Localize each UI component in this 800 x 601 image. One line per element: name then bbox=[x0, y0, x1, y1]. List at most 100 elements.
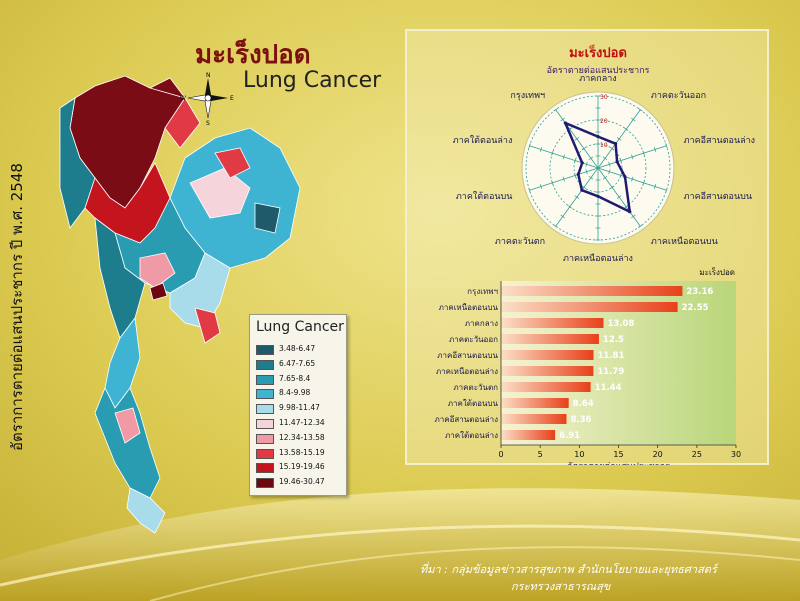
map-legend: Lung Cancer 3.48-6.47 6.47-7.65 7.65-8.4 8.… bbox=[249, 314, 347, 496]
radar-spoke-tick bbox=[609, 185, 615, 190]
legend-label: 3.48-6.47 bbox=[279, 344, 316, 353]
radar-point bbox=[623, 175, 627, 179]
legend-label: 7.65-8.4 bbox=[279, 373, 311, 383]
radar-spoke-tick bbox=[551, 180, 554, 186]
radar-spoke-tick bbox=[619, 158, 622, 164]
bar bbox=[501, 382, 591, 392]
radar-spoke-tick bbox=[567, 205, 573, 209]
radar-point bbox=[596, 194, 600, 198]
legend-swatch bbox=[256, 463, 274, 474]
radar-spoke-tick bbox=[528, 187, 531, 193]
bar-data-label: 8.36 bbox=[570, 415, 591, 425]
radar-title: มะเร็งปอด bbox=[569, 43, 627, 61]
radar-category-label: ภาคตะวันออก bbox=[651, 91, 706, 101]
radar-spoke-tick bbox=[560, 117, 565, 122]
compass-east: E bbox=[230, 95, 234, 102]
radar-point bbox=[596, 135, 600, 139]
radar-category-label: ภาคกลาง bbox=[579, 74, 616, 84]
radar-spoke-tick bbox=[616, 137, 622, 141]
radar-spoke-tick bbox=[638, 107, 643, 112]
radar-spoke-tick bbox=[528, 143, 531, 149]
compass-west: W bbox=[180, 95, 186, 102]
page-title-thai: มะเร็งปอด bbox=[195, 40, 311, 70]
source-credit-line1: ที่มา : กลุ่มข้อมูลข่าวสารสุขภาพ สำนักนโ… bbox=[420, 563, 717, 576]
bar-data-label: 11.79 bbox=[597, 367, 624, 377]
radar-point bbox=[628, 210, 632, 214]
source-credit-line2: กระทรวงสาธารณสุข bbox=[511, 580, 611, 593]
radar-category-label: ภาคเหนือตอนล่าง bbox=[563, 253, 633, 264]
radar-spoke-tick bbox=[653, 146, 657, 152]
bar-category-label: กรุงเทพฯ bbox=[467, 287, 498, 296]
radar-spoke-tick bbox=[616, 195, 622, 199]
page-title-english: Lung Cancer bbox=[243, 68, 382, 93]
bar-x-tick-label: 10 bbox=[574, 450, 584, 459]
bar-data-label: 22.55 bbox=[682, 303, 709, 313]
radar-spoke-tick bbox=[581, 185, 587, 190]
radar-category-label: กรุงเทพฯ bbox=[510, 91, 545, 101]
radar-spoke-tick bbox=[588, 175, 594, 180]
bar-data-label: 23.16 bbox=[686, 287, 713, 297]
legend-swatch bbox=[256, 389, 274, 400]
bar-category-label: ภาคตะวันตก bbox=[453, 383, 498, 392]
map-region-bangkok bbox=[149, 282, 168, 301]
radar-subtitle: อัตราตายต่อแสนประชากร bbox=[547, 66, 650, 76]
radar-spoke-tick bbox=[562, 176, 565, 182]
bar-x-tick-label: 0 bbox=[498, 450, 503, 459]
radar-category-label: ภาคตะวันตก bbox=[495, 237, 545, 247]
bar-category-label: ภาคใต้ตอนล่าง bbox=[445, 431, 498, 440]
bar bbox=[501, 414, 567, 424]
legend-swatch bbox=[256, 419, 274, 429]
legend-label: 13.58-15.19 bbox=[279, 447, 325, 457]
legend-swatch bbox=[256, 359, 274, 370]
bar-legend-label: มะเร็งปอด bbox=[699, 267, 735, 277]
radar-point bbox=[580, 188, 584, 192]
bar bbox=[501, 318, 604, 328]
radar-spoke-tick bbox=[642, 150, 645, 156]
map-region-east-red bbox=[194, 307, 221, 344]
map-region-northeast-dark bbox=[254, 202, 281, 234]
bar bbox=[501, 350, 594, 360]
radar-tick-label: 30 bbox=[600, 94, 608, 101]
legend-swatch bbox=[256, 345, 274, 355]
radar-spoke-tick bbox=[560, 214, 565, 219]
radar-spoke-tick bbox=[653, 184, 657, 190]
legend-swatch bbox=[256, 448, 274, 459]
radar-spoke-tick bbox=[562, 154, 565, 160]
radar-spoke-tick bbox=[642, 180, 645, 186]
map-region-central-pink bbox=[139, 252, 176, 289]
bar-data-label: 6.91 bbox=[559, 431, 580, 441]
thailand-map bbox=[59, 75, 301, 534]
legend-label: 9.98-11.47 bbox=[279, 403, 320, 413]
map-region-north-east-edge bbox=[149, 87, 201, 149]
bar-x-tick-label: 20 bbox=[653, 450, 663, 459]
bar-data-label: 8.64 bbox=[573, 399, 594, 409]
bar bbox=[501, 302, 678, 312]
radar-spoke-tick bbox=[585, 161, 588, 167]
radar-spoke-tick bbox=[553, 224, 558, 229]
radar-point bbox=[614, 142, 618, 146]
radar-category-label: ภาคอีสานตอนล่าง bbox=[684, 135, 755, 146]
radar-spoke-tick bbox=[665, 187, 668, 193]
bar-data-label: 11.44 bbox=[595, 383, 622, 393]
radar-spoke-tick bbox=[585, 169, 588, 175]
legend-label: 6.47-7.65 bbox=[279, 358, 316, 368]
bar bbox=[501, 398, 569, 408]
legend-swatch bbox=[256, 478, 274, 489]
radar-spoke-tick bbox=[602, 175, 608, 180]
bar bbox=[501, 366, 594, 376]
radar-spoke-tick bbox=[608, 169, 611, 175]
legend-title: Lung Cancer bbox=[256, 319, 344, 335]
bar-category-label: ภาคกลาง bbox=[465, 319, 498, 328]
bar-x-tick-label: 25 bbox=[692, 450, 702, 459]
radar-spoke-tick bbox=[539, 146, 543, 152]
bar-data-label: 12.5 bbox=[603, 335, 624, 345]
radar-spoke-tick bbox=[551, 150, 554, 156]
map-region-east bbox=[169, 252, 231, 329]
bar bbox=[501, 286, 683, 296]
radar-spoke-tick bbox=[574, 137, 580, 141]
bar-x-tick-label: 15 bbox=[613, 450, 623, 459]
compass-icon: N W E S bbox=[180, 72, 234, 126]
bar-category-label: ภาคอีสานตอนบน bbox=[437, 351, 498, 360]
